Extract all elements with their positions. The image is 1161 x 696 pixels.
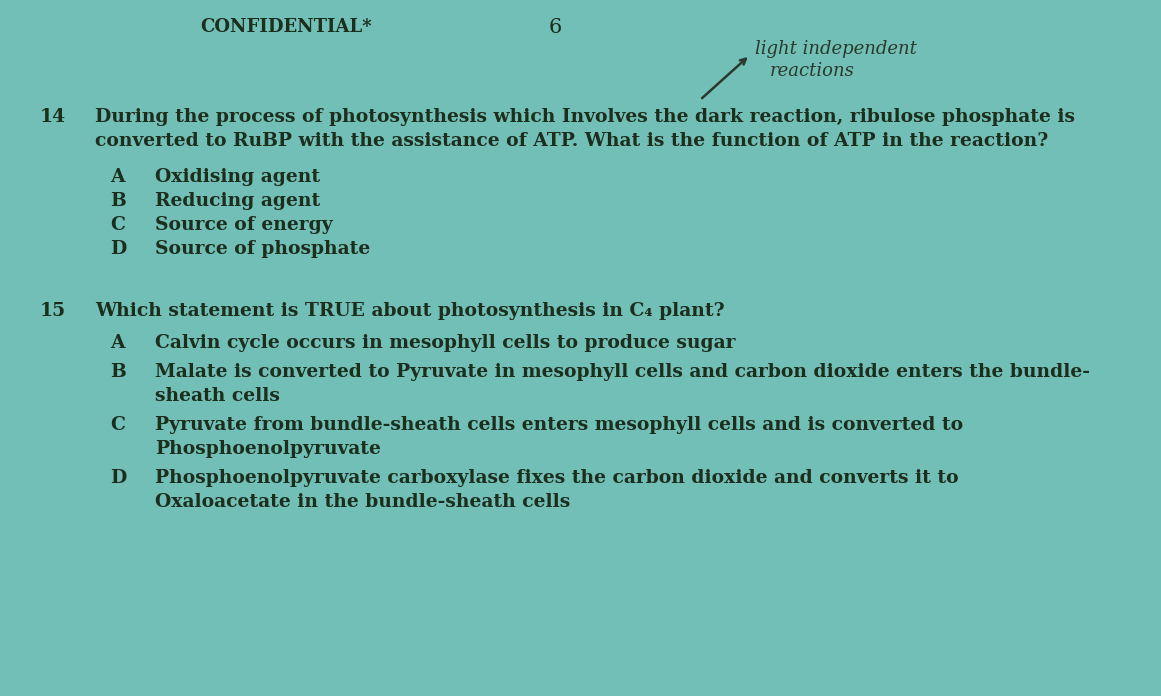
Text: During the process of photosynthesis which Involves the dark reaction, ribulose : During the process of photosynthesis whi… bbox=[95, 108, 1075, 126]
Text: A: A bbox=[110, 168, 124, 186]
Text: Calvin cycle occurs in mesophyll cells to produce sugar: Calvin cycle occurs in mesophyll cells t… bbox=[156, 334, 736, 352]
Text: converted to RuBP with the assistance of ATP. What is the function of ATP in the: converted to RuBP with the assistance of… bbox=[95, 132, 1048, 150]
Text: Oxidising agent: Oxidising agent bbox=[156, 168, 320, 186]
Text: B: B bbox=[110, 192, 125, 210]
Text: Phosphoenolpyruvate: Phosphoenolpyruvate bbox=[156, 440, 381, 458]
Text: 15: 15 bbox=[39, 302, 66, 320]
Text: Malate is converted to Pyruvate in mesophyll cells and carbon dioxide enters the: Malate is converted to Pyruvate in mesop… bbox=[156, 363, 1090, 381]
Text: A: A bbox=[110, 334, 124, 352]
Text: Phosphoenolpyruvate carboxylase fixes the carbon dioxide and converts it to: Phosphoenolpyruvate carboxylase fixes th… bbox=[156, 469, 959, 487]
Text: Pyruvate from bundle-sheath cells enters mesophyll cells and is converted to: Pyruvate from bundle-sheath cells enters… bbox=[156, 416, 964, 434]
Text: B: B bbox=[110, 363, 125, 381]
Text: reactions: reactions bbox=[770, 62, 854, 80]
Text: Which statement is TRUE about photosynthesis in C₄ plant?: Which statement is TRUE about photosynth… bbox=[95, 302, 724, 320]
Text: 6: 6 bbox=[548, 18, 562, 37]
Text: D: D bbox=[110, 469, 127, 487]
Text: C: C bbox=[110, 416, 125, 434]
Text: D: D bbox=[110, 240, 127, 258]
Text: C: C bbox=[110, 216, 125, 234]
Text: Source of energy: Source of energy bbox=[156, 216, 333, 234]
Text: Reducing agent: Reducing agent bbox=[156, 192, 320, 210]
Text: Oxaloacetate in the bundle-sheath cells: Oxaloacetate in the bundle-sheath cells bbox=[156, 493, 570, 511]
Text: Source of phosphate: Source of phosphate bbox=[156, 240, 370, 258]
Text: CONFIDENTIAL*: CONFIDENTIAL* bbox=[200, 18, 372, 36]
Text: light independent: light independent bbox=[755, 40, 917, 58]
Text: 14: 14 bbox=[39, 108, 66, 126]
Text: sheath cells: sheath cells bbox=[156, 387, 280, 405]
